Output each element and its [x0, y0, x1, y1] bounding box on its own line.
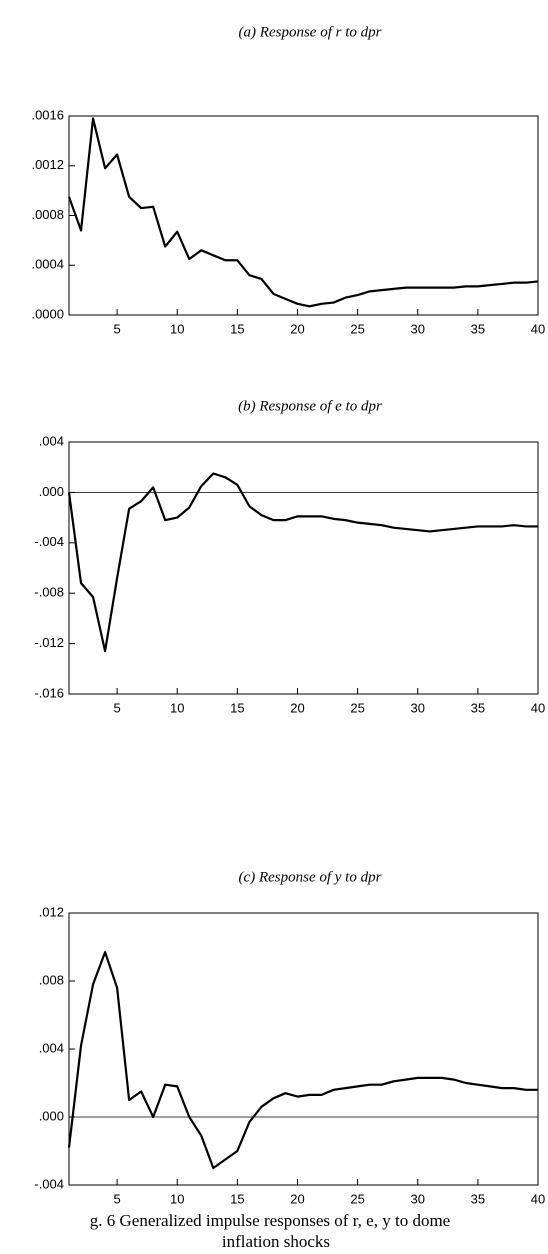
x-tick-label: 40	[531, 321, 545, 336]
y-tick-label: -.012	[34, 635, 64, 650]
y-tick-label: .0008	[31, 207, 64, 222]
x-tick-label: 20	[290, 321, 304, 336]
y-tick-label: .000	[39, 1108, 64, 1123]
response-line	[67, 472, 538, 653]
y-tick-label: -.004	[34, 1176, 64, 1191]
x-tick-label: 5	[113, 1191, 120, 1206]
x-tick-label: 10	[170, 1191, 184, 1206]
response-line	[67, 951, 538, 1170]
y-tick-label: .0012	[31, 157, 64, 172]
x-tick-label: 15	[230, 321, 244, 336]
y-tick-label: .0000	[31, 306, 64, 321]
y-tick-label: .004	[39, 1040, 64, 1055]
x-tick-label: 40	[531, 1191, 545, 1206]
x-tick-label: 25	[350, 1191, 364, 1206]
y-tick-label: .004	[39, 433, 64, 448]
x-tick-label: 20	[290, 1191, 304, 1206]
x-tick-label: 30	[411, 700, 425, 715]
x-tick-label: 35	[471, 321, 485, 336]
plot-frame	[68, 441, 539, 695]
y-tick-label: .012	[39, 904, 64, 919]
chart-title: (b) Response of e to dpr	[238, 398, 382, 414]
x-tick-label: 40	[531, 700, 545, 715]
x-tick-label: 25	[350, 321, 364, 336]
plot-frame	[68, 115, 539, 316]
y-tick-label: .0016	[31, 107, 64, 122]
x-tick-label: 25	[350, 700, 364, 715]
y-tick-label: -.016	[34, 685, 64, 700]
plot-frame	[68, 912, 539, 1186]
y-tick-label: .0004	[31, 257, 64, 272]
y-tick-label: .000	[39, 484, 64, 499]
x-tick-label: 20	[290, 700, 304, 715]
chart-title: (c) Response of y to dpr	[239, 869, 382, 885]
x-tick-label: 5	[113, 700, 120, 715]
y-tick-label: -.008	[34, 585, 64, 600]
x-tick-label: 15	[230, 1191, 244, 1206]
y-tick-label: .008	[39, 972, 64, 987]
caption: inflation shocks	[222, 1232, 330, 1251]
y-tick-label: -.004	[34, 534, 64, 549]
x-tick-label: 30	[411, 321, 425, 336]
x-tick-label: 15	[230, 700, 244, 715]
x-tick-label: 10	[170, 321, 184, 336]
x-tick-label: 30	[411, 1191, 425, 1206]
x-tick-label: 5	[113, 321, 120, 336]
x-tick-label: 10	[170, 700, 184, 715]
chart-title: (a) Response of r to dpr	[239, 24, 382, 40]
x-tick-label: 35	[471, 1191, 485, 1206]
response-line	[67, 117, 539, 308]
caption: g. 6 Generalized impulse responses of r,…	[90, 1211, 450, 1230]
x-tick-label: 35	[471, 700, 485, 715]
